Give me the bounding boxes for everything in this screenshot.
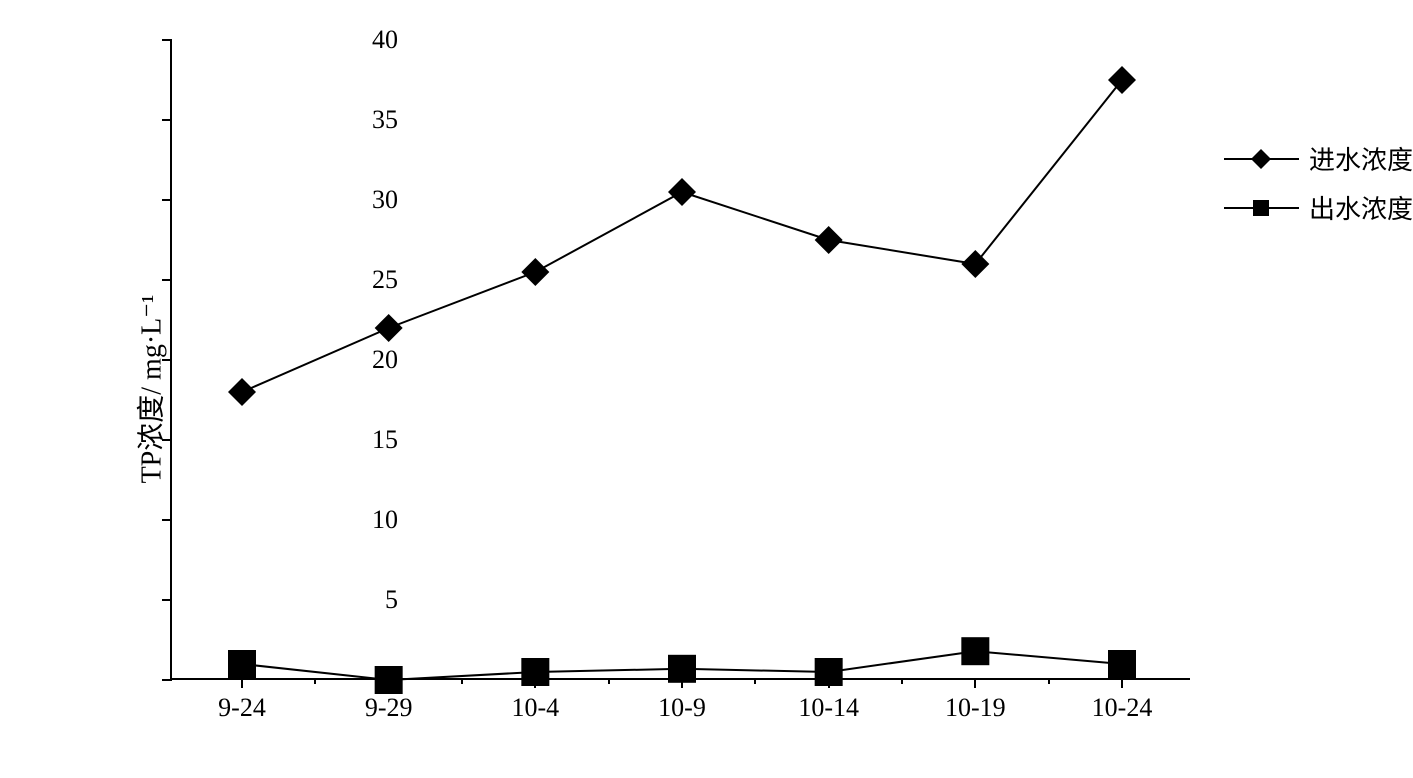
x-tick bbox=[1121, 678, 1123, 688]
y-tick bbox=[162, 279, 172, 281]
y-tick bbox=[162, 679, 172, 681]
x-tick-label: 9-24 bbox=[218, 693, 266, 723]
square-icon bbox=[1108, 650, 1136, 678]
x-tick-minor bbox=[314, 678, 316, 684]
y-tick bbox=[162, 39, 172, 41]
y-tick bbox=[162, 439, 172, 441]
y-tick-label: 5 bbox=[385, 585, 398, 615]
y-tick bbox=[162, 599, 172, 601]
x-tick-label: 10-14 bbox=[798, 693, 859, 723]
legend-line bbox=[1224, 207, 1299, 209]
x-tick-label: 10-19 bbox=[945, 693, 1006, 723]
plot-area: 9-249-2910-410-910-1410-1910-24 bbox=[170, 40, 1190, 680]
x-tick-label: 10-9 bbox=[658, 693, 706, 723]
y-tick-label: 20 bbox=[372, 345, 398, 375]
y-tick bbox=[162, 199, 172, 201]
y-tick-label: 30 bbox=[372, 185, 398, 215]
chart-svg bbox=[172, 40, 1190, 678]
y-axis-title: TP浓度/ mg·L⁻¹ bbox=[129, 295, 169, 484]
legend-label: 进水浓度 bbox=[1309, 140, 1413, 177]
y-tick-label: 15 bbox=[372, 425, 398, 455]
y-tick-label: 40 bbox=[372, 25, 398, 55]
diamond-icon bbox=[375, 314, 403, 342]
legend-label: 出水浓度 bbox=[1309, 189, 1413, 226]
x-tick bbox=[681, 678, 683, 688]
diamond-icon bbox=[228, 378, 256, 406]
diamond-icon bbox=[521, 258, 549, 286]
legend: 进水浓度 出水浓度 bbox=[1224, 140, 1413, 238]
x-tick-minor bbox=[901, 678, 903, 684]
square-icon bbox=[1251, 198, 1271, 218]
y-tick-label: 35 bbox=[372, 105, 398, 135]
x-tick bbox=[241, 678, 243, 688]
diamond-icon bbox=[668, 178, 696, 206]
y-tick-label: 10 bbox=[372, 505, 398, 535]
diamond-icon bbox=[815, 226, 843, 254]
x-tick bbox=[974, 678, 976, 688]
x-tick-label: 9-29 bbox=[365, 693, 413, 723]
x-tick-label: 10-4 bbox=[511, 693, 559, 723]
x-tick bbox=[534, 678, 536, 688]
y-tick bbox=[162, 359, 172, 361]
square-icon bbox=[228, 650, 256, 678]
legend-item-effluent: 出水浓度 bbox=[1224, 189, 1413, 226]
x-tick-minor bbox=[461, 678, 463, 684]
x-tick-label: 10-24 bbox=[1092, 693, 1153, 723]
x-tick bbox=[828, 678, 830, 688]
diamond-icon bbox=[961, 250, 989, 278]
diamond-icon bbox=[1251, 149, 1271, 169]
x-tick-minor bbox=[754, 678, 756, 684]
square-icon bbox=[961, 637, 989, 665]
x-tick-minor bbox=[1048, 678, 1050, 684]
y-tick-label: 25 bbox=[372, 265, 398, 295]
y-tick-label: 0 bbox=[385, 665, 398, 695]
diamond-icon bbox=[1108, 66, 1136, 94]
y-tick bbox=[162, 519, 172, 521]
legend-line bbox=[1224, 158, 1299, 160]
y-tick bbox=[162, 119, 172, 121]
chart-container: TP浓度/ mg·L⁻¹ 9-249-2910-410-910-1410-191… bbox=[20, 20, 1413, 758]
x-tick-minor bbox=[608, 678, 610, 684]
legend-item-influent: 进水浓度 bbox=[1224, 140, 1413, 177]
